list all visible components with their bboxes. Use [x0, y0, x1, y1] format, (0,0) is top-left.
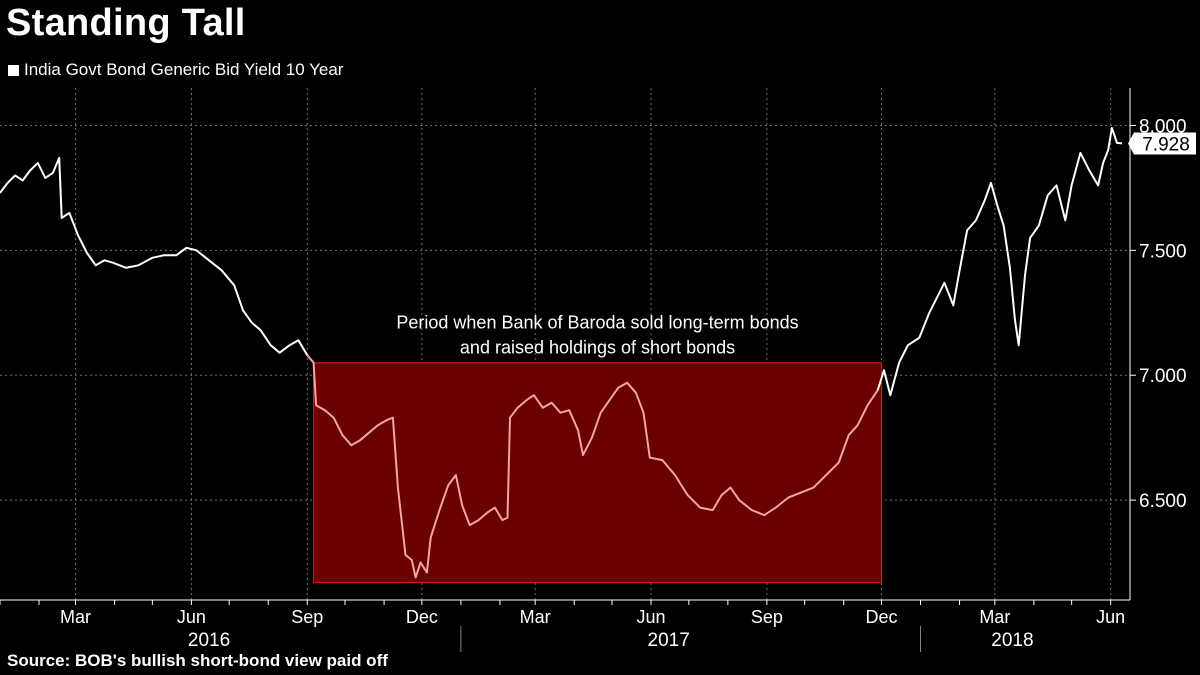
year-label: 2016: [188, 630, 230, 651]
annotation-line-2: and raised holdings of short bonds: [460, 338, 735, 358]
highlight-box: [312, 362, 883, 584]
series-line-highlighted: [306, 354, 879, 579]
legend-swatch: [8, 64, 19, 76]
x-tick-label: Sep: [751, 607, 783, 627]
year-label: 2017: [648, 630, 690, 651]
year-label: 2018: [991, 630, 1033, 651]
x-tick-label: Jun: [637, 607, 666, 627]
x-tick-label: Mar: [60, 607, 91, 627]
x-tick-label: Sep: [291, 607, 323, 627]
series-line: [876, 127, 1123, 397]
x-tick-label: Jun: [1096, 607, 1125, 627]
legend: India Govt Bond Generic Bid Yield 10 Yea…: [8, 60, 343, 80]
annotation-line-1: Period when Bank of Baroda sold long-ter…: [396, 313, 798, 333]
y-tick-label: 8.000: [1139, 116, 1187, 137]
x-tick-label: Jun: [177, 607, 206, 627]
y-tick-label: 7.000: [1139, 366, 1187, 387]
y-tick-label: 7.500: [1139, 241, 1187, 262]
source-note: Source: BOB's bullish short-bond view pa…: [7, 651, 388, 670]
y-tick-label: 6.500: [1139, 491, 1187, 512]
x-tick-label: Mar: [520, 607, 551, 627]
series-line: [0, 156, 309, 356]
x-tick-label: Mar: [979, 607, 1010, 627]
last-value-callout: [1128, 132, 1196, 155]
last-value-label: 7.928: [1142, 134, 1190, 155]
chart-title: Standing Tall: [6, 2, 246, 44]
legend-label: India Govt Bond Generic Bid Yield 10 Yea…: [24, 60, 344, 79]
x-tick-label: Dec: [865, 607, 897, 627]
x-tick-label: Dec: [406, 607, 438, 627]
